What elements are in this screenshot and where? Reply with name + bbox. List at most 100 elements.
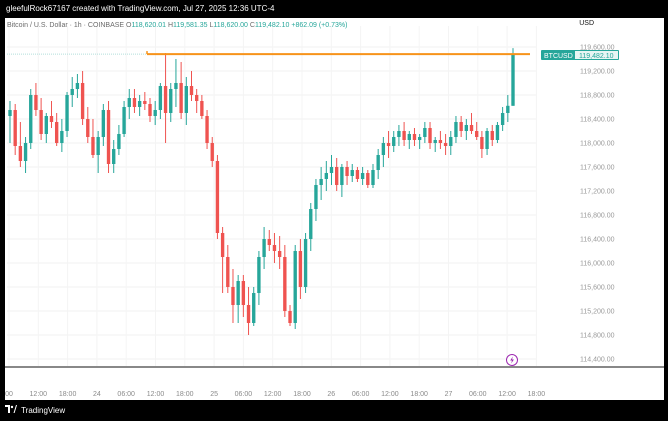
candle-body <box>226 257 230 287</box>
candle-body <box>132 98 137 107</box>
candle-body <box>54 122 59 143</box>
candle <box>65 92 69 137</box>
close-label: C <box>249 22 255 29</box>
candle-body <box>179 83 183 113</box>
candle-body <box>371 170 375 185</box>
candle <box>189 71 194 101</box>
candle <box>511 48 515 106</box>
low-value: 118,620.00 <box>213 22 248 29</box>
candle <box>417 134 422 149</box>
time-axis[interactable]: 00 12:00 18:00 24 06:00 12:00 18:00 25 06:00 12:0… <box>5 391 545 398</box>
candle-body <box>205 116 209 143</box>
candle-body <box>335 167 339 185</box>
x-tick-label: 26 <box>327 391 335 398</box>
y-tick-label: 116,000.00 <box>580 261 615 268</box>
candle <box>272 233 277 263</box>
tradingview-logo-icon <box>5 400 19 421</box>
candle-body <box>438 140 443 143</box>
candle <box>127 89 131 119</box>
candle <box>220 227 225 293</box>
candle-body <box>117 134 121 149</box>
candle-body <box>417 137 422 140</box>
candle <box>137 95 142 116</box>
candle-body <box>91 137 95 155</box>
high-label: H <box>167 22 174 29</box>
candle-body <box>86 119 90 137</box>
candle <box>423 122 427 143</box>
candle <box>428 122 432 149</box>
candle <box>485 128 489 155</box>
x-tick-label: 25 <box>210 391 218 398</box>
candle <box>184 77 188 125</box>
candle-body <box>480 137 484 149</box>
candle <box>91 119 95 158</box>
symbol-title[interactable]: Bitcoin / U.S. Dollar · 1h · COINBASE <box>7 22 125 29</box>
candle <box>329 155 334 185</box>
candle-body <box>454 122 458 137</box>
candle <box>262 227 266 269</box>
x-tick-label: 12:00 <box>381 391 399 398</box>
x-tick-label: 18:00 <box>410 391 428 398</box>
close-value: 119,482.10 <box>254 22 290 29</box>
candle <box>407 131 411 149</box>
candle <box>215 155 220 239</box>
candle-body <box>200 101 204 116</box>
candle <box>454 116 458 143</box>
candle-body <box>44 116 48 134</box>
candle-body <box>8 110 12 116</box>
candle-body <box>293 251 297 323</box>
candle-body <box>189 86 194 95</box>
y-tick-label: 118,000.00 <box>580 141 615 148</box>
currency-label[interactable]: USD <box>579 20 594 27</box>
candle <box>70 77 74 107</box>
chart-panel[interactable] <box>5 18 664 400</box>
candle-body <box>392 137 396 146</box>
candle <box>194 89 199 113</box>
candle <box>179 62 183 119</box>
candle <box>163 53 168 143</box>
candle-body <box>96 137 100 155</box>
candle-body <box>70 89 74 95</box>
candle <box>210 137 214 167</box>
watermark-caption: gleefulRock67167 created with TradingVie… <box>0 0 668 18</box>
candle <box>44 113 48 143</box>
price-level-line[interactable] <box>7 51 530 56</box>
candle-body <box>29 95 33 143</box>
candle <box>231 269 235 323</box>
footer-brand: TradingView <box>21 406 66 415</box>
price-tag-value-bg <box>575 51 618 59</box>
candle <box>449 131 453 155</box>
y-tick-label: 116,400.00 <box>580 237 615 244</box>
x-tick-label: 18:00 <box>528 391 546 398</box>
candle <box>226 245 230 293</box>
candle-body <box>329 167 334 173</box>
candle-body <box>309 209 313 239</box>
candle <box>60 119 64 152</box>
candle-body <box>272 245 277 251</box>
candle-body <box>319 179 323 185</box>
candle <box>153 101 157 125</box>
candle-body <box>153 110 157 116</box>
candle-body <box>469 125 474 131</box>
candle-body <box>288 311 292 323</box>
candle-body <box>402 131 406 140</box>
candle-body <box>386 143 391 146</box>
candle <box>252 287 256 326</box>
candle-body <box>49 116 54 122</box>
candle <box>158 83 163 119</box>
price-tag-symbol: BTCUSD <box>544 53 573 60</box>
x-tick-label: 27 <box>445 391 453 398</box>
price-axis[interactable]: 119,600.00 119,200.00 118,800.00 118,400.00… <box>580 45 615 364</box>
y-tick-label: 115,600.00 <box>580 285 615 292</box>
candle <box>101 104 106 146</box>
candle <box>376 149 380 179</box>
candle-body <box>34 95 38 110</box>
candle-body <box>143 101 147 104</box>
candle <box>433 137 437 152</box>
candle <box>200 95 204 119</box>
candle-body <box>184 86 188 113</box>
candle-body <box>246 305 251 323</box>
lightning-replay-icon[interactable] <box>506 354 518 366</box>
candle-body <box>511 54 515 106</box>
